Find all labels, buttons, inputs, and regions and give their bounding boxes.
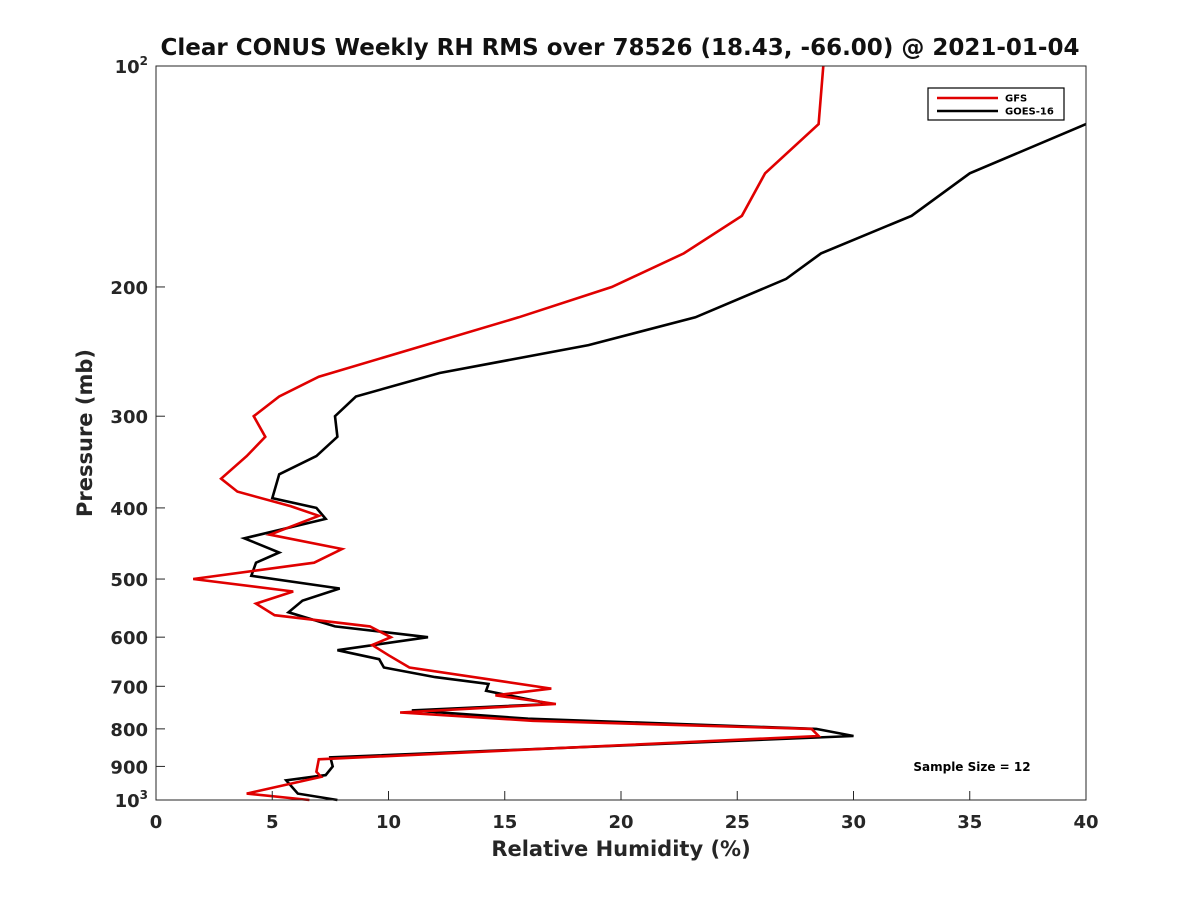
y-tick-label: 102 [115,54,148,78]
x-tick-label: 25 [725,812,750,833]
legend: GFS GOES-16 [927,87,1065,121]
x-tick-label: 15 [492,812,517,833]
series-line-gfs [193,65,825,802]
x-tick-label: 35 [957,812,982,833]
legend-label-gfs: GFS [1005,94,1027,105]
y-tick-base: 10 [115,791,140,812]
sample-size-annotation: Sample Size = 12 [913,760,1030,774]
plot-frame [155,65,1087,801]
x-tick-label: 5 [266,812,279,833]
y-tick-base: 10 [115,57,140,78]
x-tick-label: 40 [1073,812,1098,833]
y-axis-label: Pressure (mb) [73,349,97,517]
y-tick-label: 800 [110,720,148,741]
chart-title: Clear CONUS Weekly RH RMS over 78526 (18… [161,35,1080,61]
y-tick-exponent: 3 [140,788,148,802]
x-tick-label: 20 [608,812,633,833]
legend-box [927,87,1065,121]
y-tick-label: 600 [110,628,148,649]
legend-label-goes-16: GOES-16 [1005,107,1054,118]
y-tick-label: 500 [110,570,148,591]
y-tick-label: 900 [110,757,148,778]
x-axis-label: Relative Humidity (%) [491,837,750,861]
y-tick-label: 700 [110,677,148,698]
x-tick-label: 30 [841,812,866,833]
y-tick-label: 400 [110,499,148,520]
x-tick-label: 10 [376,812,401,833]
x-tick-label: 0 [150,812,163,833]
series-line-goes-16 [240,122,1087,802]
y-tick-label: 300 [110,407,148,428]
y-tick-label: 200 [110,278,148,299]
y-tick-label: 103 [115,788,148,812]
y-tick-exponent: 2 [140,54,148,68]
